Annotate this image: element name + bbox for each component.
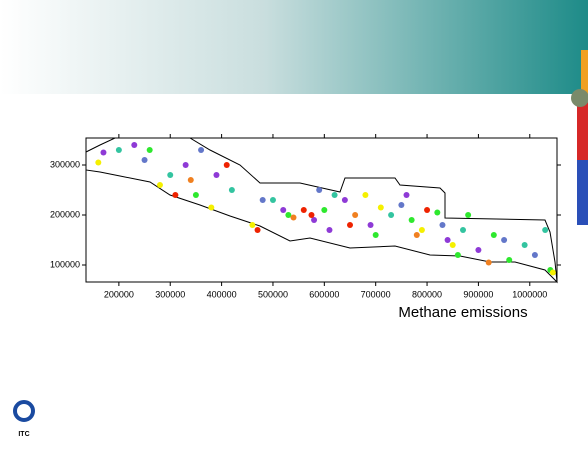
point [378,205,384,211]
point [550,270,556,276]
point [414,232,420,238]
point [491,232,497,238]
point [260,197,266,203]
point [434,210,440,216]
point [142,157,148,163]
point [131,142,137,148]
point [424,207,430,213]
point [373,232,379,238]
point [342,197,348,203]
point [301,207,307,213]
point [388,212,394,218]
point [229,187,235,193]
point [224,162,230,168]
point [486,260,492,266]
point [167,172,173,178]
point [100,150,106,156]
point [326,227,332,233]
x-tick-label: 500000 [258,289,288,299]
chart: Methane emissions ITC 200000 300000 400000… [0,0,588,444]
point [398,202,404,208]
side-bar-blue [577,160,588,225]
side-bar-red [577,100,588,160]
point [352,212,358,218]
slide: Methane emissions ITC 200000 300000 400000… [0,0,588,444]
point [198,147,204,153]
y-tick-label: 300000 [50,159,80,169]
point [193,192,199,198]
point [332,192,338,198]
x-tick-label: 700000 [361,289,391,299]
point [316,187,322,193]
point [501,237,507,243]
point [404,192,410,198]
point [95,160,101,166]
x-tick-label: 1000000 [512,289,547,299]
header-band [0,0,588,94]
x-tick-label: 400000 [207,289,237,299]
point [465,212,471,218]
point [147,147,153,153]
point [280,207,286,213]
x-tick-label: 600000 [309,289,339,299]
point [308,212,314,218]
point [188,177,194,183]
point [450,242,456,248]
point [506,257,512,263]
point [455,252,461,258]
point [249,222,255,228]
point [419,227,425,233]
y-tick-label: 100000 [50,259,80,269]
point [439,222,445,228]
point [409,217,415,223]
slide-body [0,94,588,444]
point [116,147,122,153]
x-tick-label: 300000 [155,289,185,299]
point [347,222,353,228]
point [368,222,374,228]
point [291,215,297,221]
point [213,172,219,178]
point [532,252,538,258]
caption: Methane emissions [398,304,527,321]
point [183,162,189,168]
logo-text: ITC [18,431,29,438]
point [255,227,261,233]
x-tick-label: 200000 [104,289,134,299]
point [362,192,368,198]
point [542,227,548,233]
x-tick-label: 800000 [412,289,442,299]
point [460,227,466,233]
point [157,182,163,188]
point [475,247,481,253]
point [270,197,276,203]
point [285,212,291,218]
point [445,237,451,243]
point [208,205,214,211]
point [321,207,327,213]
y-tick-label: 200000 [50,209,80,219]
x-tick-label: 900000 [463,289,493,299]
point [522,242,528,248]
point [172,192,178,198]
